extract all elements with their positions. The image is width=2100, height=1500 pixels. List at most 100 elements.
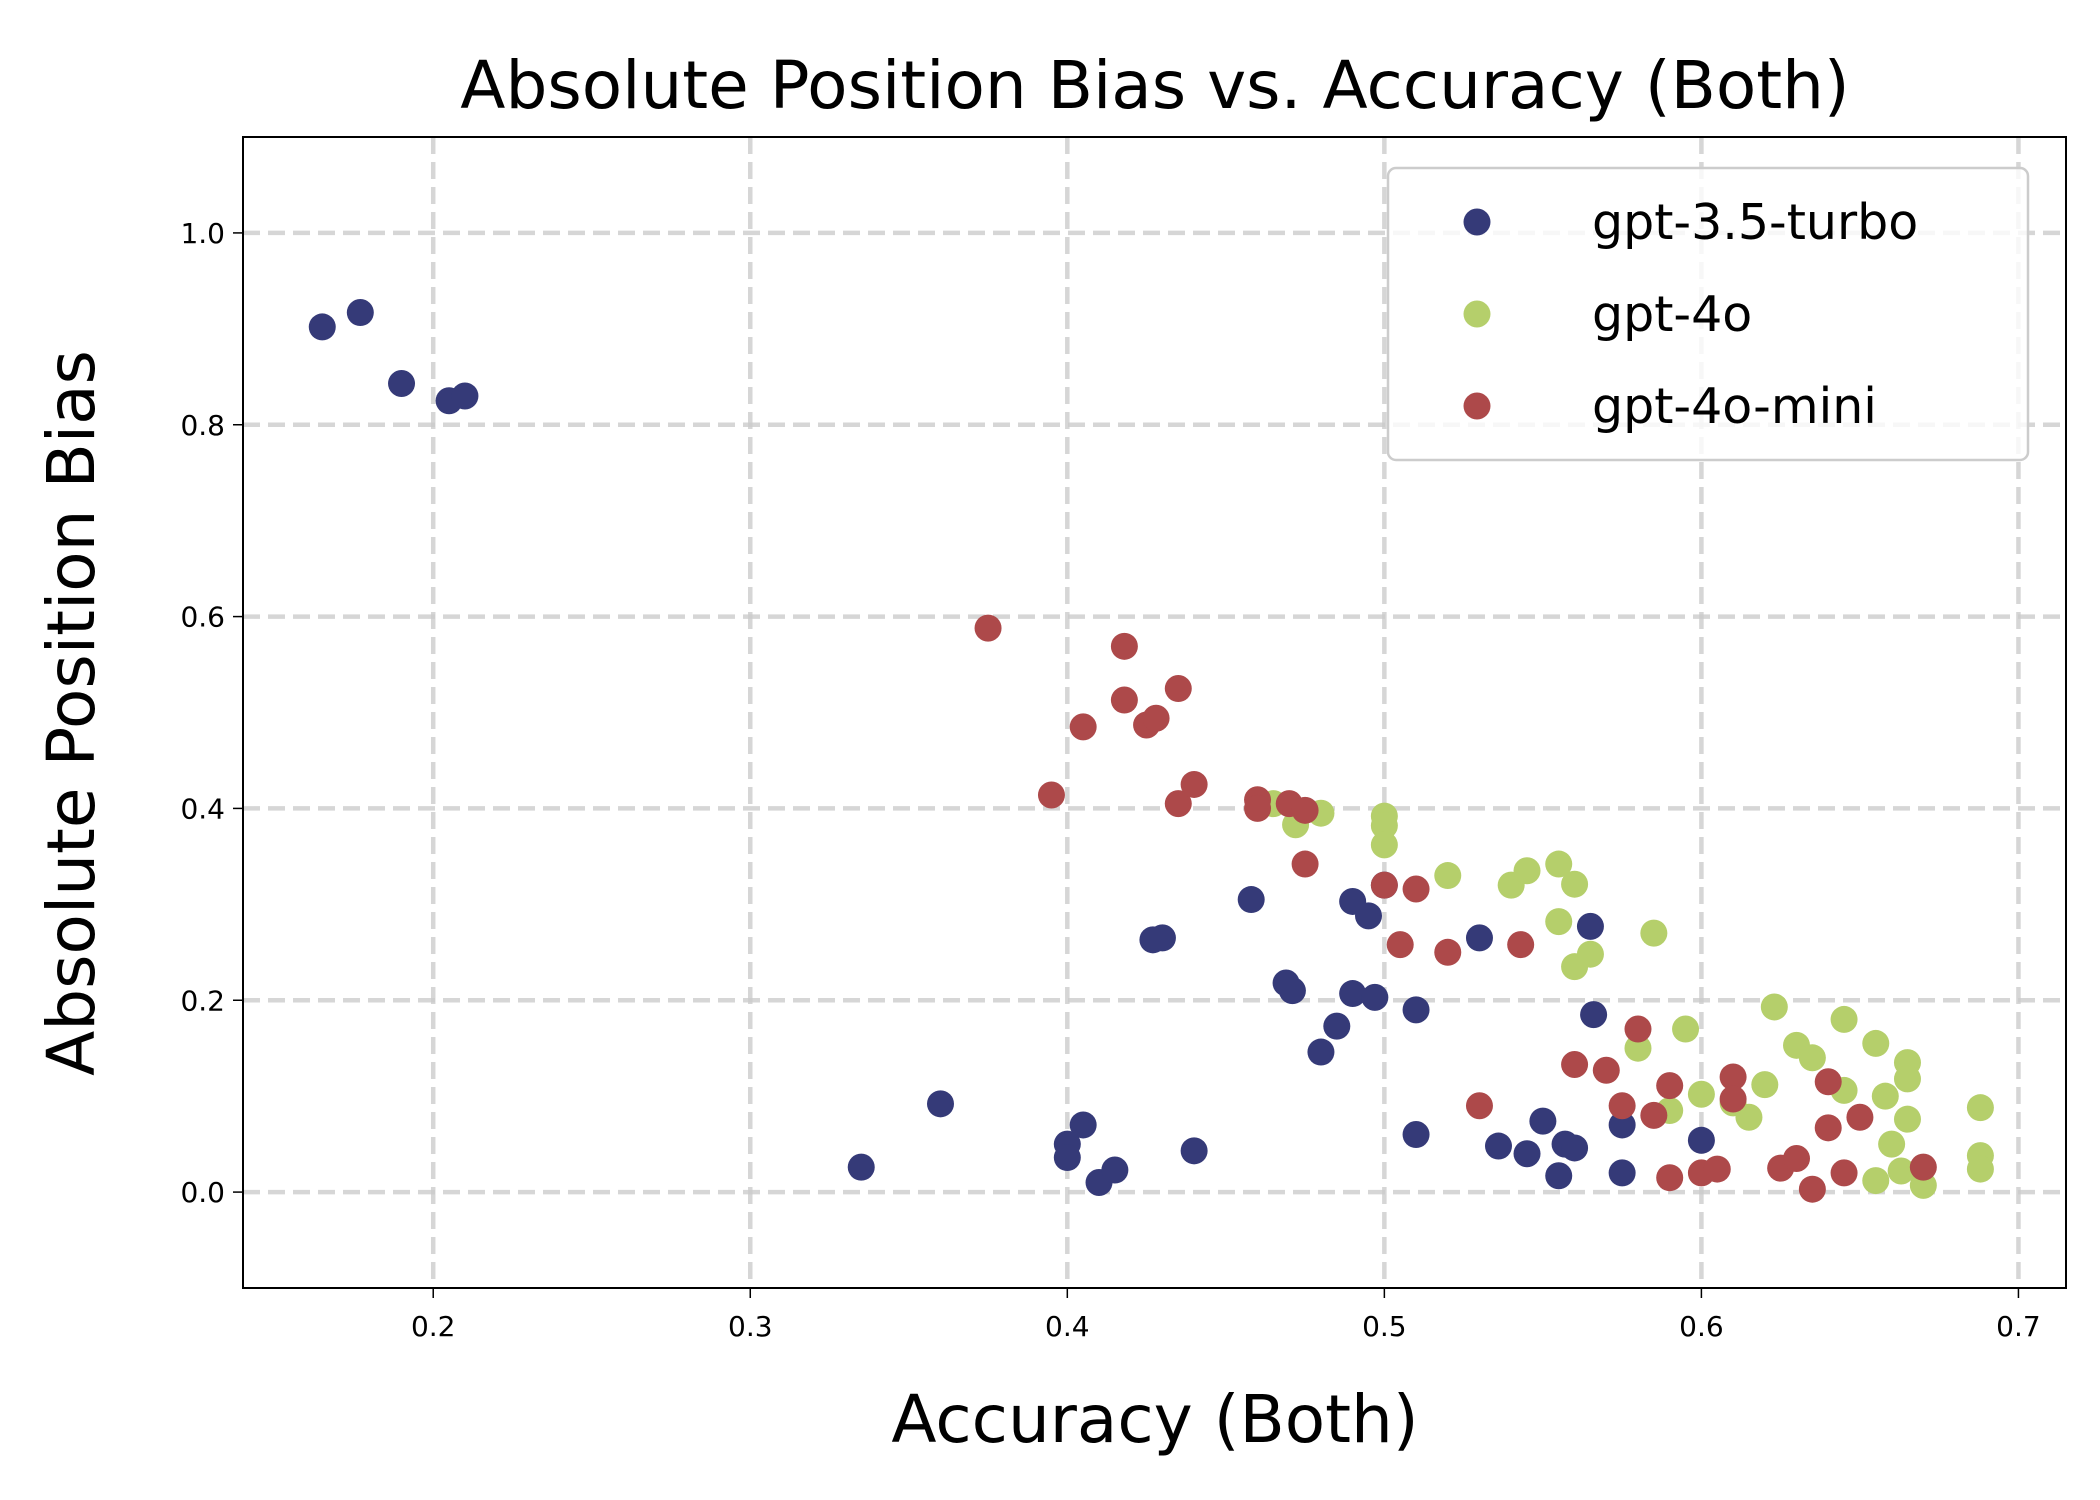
y-tick-label: 0.4 [180, 792, 225, 825]
data-point [1624, 1034, 1652, 1062]
data-point [1402, 1121, 1430, 1149]
data-point [1237, 886, 1265, 914]
data-point [1580, 1001, 1608, 1029]
series-gpt-4o [1259, 790, 1994, 1199]
data-point [1656, 1072, 1684, 1100]
data-point [1164, 790, 1192, 818]
legend-label: gpt-3.5-turbo [1592, 194, 1918, 251]
series-gpt-4o-mini [974, 614, 1937, 1203]
data-point [1370, 831, 1398, 859]
data-point [1355, 902, 1383, 930]
data-point [1798, 1175, 1826, 1203]
data-point [308, 313, 336, 341]
data-point [1719, 1085, 1747, 1113]
data-point [1887, 1157, 1915, 1185]
x-tick-label: 0.6 [1679, 1310, 1724, 1343]
legend: gpt-3.5-turbo gpt-4o gpt-4o-mini [1386, 166, 2030, 462]
legend-marker [1463, 300, 1491, 328]
data-point [1529, 1107, 1557, 1135]
data-point [1893, 1065, 1921, 1093]
data-point [1244, 794, 1272, 822]
data-point [1278, 977, 1306, 1005]
data-point [1339, 980, 1367, 1008]
data-point [1862, 1029, 1890, 1057]
data-point [1545, 1162, 1573, 1190]
y-tick-label: 1.0 [180, 217, 225, 250]
data-point [1608, 1111, 1636, 1139]
chart-title: Absolute Position Bias vs. Accuracy (Bot… [460, 47, 1849, 124]
data-point [1656, 1164, 1684, 1192]
data-point [847, 1153, 875, 1181]
data-point [1291, 796, 1319, 824]
data-point [1142, 704, 1170, 732]
data-point [1561, 1134, 1589, 1162]
data-point [1402, 996, 1430, 1024]
x-tick-label: 0.7 [1996, 1310, 2041, 1343]
data-point [1370, 871, 1398, 899]
data-point [1966, 1094, 1994, 1122]
data-point [1687, 1080, 1715, 1108]
data-point [388, 370, 416, 398]
data-point [1037, 781, 1065, 809]
data-point [1434, 862, 1462, 890]
data-point [1110, 632, 1138, 660]
data-point [1687, 1126, 1715, 1154]
data-point [1507, 931, 1535, 959]
data-point [1576, 912, 1604, 940]
data-point [1513, 1140, 1541, 1168]
y-axis-ticks: 0.0 0.2 0.4 0.6 0.8 1.0 [180, 217, 243, 1209]
data-point [1871, 1082, 1899, 1110]
data-point [1101, 1156, 1129, 1184]
legend-marker [1463, 208, 1491, 236]
data-point [1370, 812, 1398, 840]
data-point [1760, 993, 1788, 1021]
data-point [1180, 1137, 1208, 1165]
x-axis-ticks: 0.2 0.3 0.4 0.5 0.6 0.7 [411, 1288, 2041, 1343]
data-point [1846, 1103, 1874, 1131]
data-point [1719, 1063, 1747, 1091]
data-point [1561, 870, 1589, 898]
data-point [1909, 1153, 1937, 1181]
data-point [1798, 1044, 1826, 1072]
legend-label: gpt-4o-mini [1592, 378, 1877, 435]
y-tick-label: 0.0 [180, 1176, 225, 1209]
y-axis-label: Absolute Position Bias [33, 350, 110, 1076]
data-point [1672, 1015, 1700, 1043]
data-point [1783, 1145, 1811, 1173]
data-point [1640, 919, 1668, 947]
data-point [1576, 940, 1604, 968]
x-tick-label: 0.3 [728, 1310, 773, 1343]
data-point [1966, 1155, 1994, 1183]
data-point [1830, 1005, 1858, 1033]
data-point [1465, 924, 1493, 952]
data-point [1640, 1101, 1668, 1129]
data-point [1180, 770, 1208, 798]
legend-box [1386, 166, 2030, 462]
data-point [1053, 1144, 1081, 1172]
y-tick-label: 0.2 [180, 984, 225, 1017]
data-point [1307, 1038, 1335, 1066]
data-point [1164, 675, 1192, 703]
series-gpt-3.5-turbo [308, 299, 1715, 1196]
data-point [346, 299, 374, 327]
data-point [1561, 1051, 1589, 1079]
data-point [451, 382, 479, 410]
data-point [1545, 850, 1573, 878]
data-point [1878, 1130, 1906, 1158]
data-point [1751, 1071, 1779, 1099]
data-point [974, 614, 1002, 642]
data-point [1703, 1155, 1731, 1183]
data-point [1608, 1159, 1636, 1187]
data-point [1484, 1132, 1512, 1160]
data-point [1513, 857, 1541, 885]
data-point [1323, 1012, 1351, 1040]
data-point [1735, 1103, 1763, 1131]
data-point [1608, 1092, 1636, 1120]
y-tick-label: 0.6 [180, 601, 225, 634]
data-points [308, 299, 1994, 1203]
x-axis-label: Accuracy (Both) [891, 1381, 1418, 1458]
data-point [1069, 1111, 1097, 1139]
legend-label: gpt-4o [1592, 286, 1752, 343]
data-point [1862, 1167, 1890, 1195]
